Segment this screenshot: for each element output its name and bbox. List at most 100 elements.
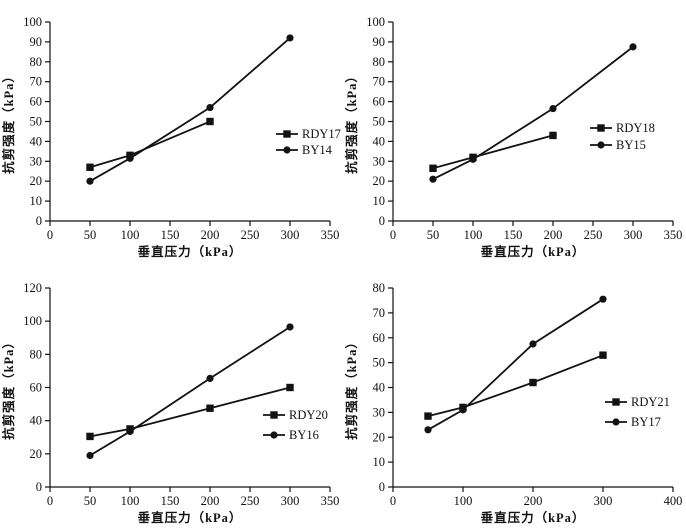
series-line-BY15 — [432, 46, 634, 181]
chart-panel-rdy17-by14: 0 10 20 30 40 50 60 70 80 90 100 0 50 100 150 200 250 300… — [0, 0, 343, 266]
y-tick-label: 20 — [30, 174, 43, 188]
data-point-RDY21-square-marker — [529, 378, 537, 387]
legend-label-RDY20: RDY20 — [289, 408, 328, 422]
legend-RDY18-square-marker — [597, 124, 605, 132]
x-tick-label: 400 — [664, 494, 683, 508]
y-tick-label: 100 — [366, 15, 385, 29]
series-line-RDY18 — [432, 134, 554, 170]
y-tick-label: 0 — [36, 480, 42, 494]
x-axis-title: 垂直压力（kPa） — [481, 244, 586, 259]
y-tick-label: 10 — [373, 194, 386, 208]
y-tick-label: 90 — [373, 35, 386, 49]
data-point-RDY20-square-marker — [86, 432, 94, 441]
y-tick-label: 40 — [373, 381, 386, 395]
y-tick-label: 10 — [30, 194, 43, 208]
x-axis-title: 垂直压力（kPa） — [138, 510, 243, 525]
x-tick-label: 150 — [161, 494, 180, 508]
plot-rdy18-by15: 0 10 20 30 40 50 60 70 80 90 100 0 50 100 150 200 250 300… — [344, 15, 682, 259]
x-tick-label: 100 — [121, 494, 140, 508]
x-tick-label: 300 — [594, 494, 613, 508]
y-tick-label: 70 — [373, 306, 386, 320]
data-point-RDY18-square-marker — [429, 164, 437, 172]
y-tick-label: 90 — [30, 35, 43, 49]
y-axis-title: 抗剪强度（kPa） — [344, 69, 359, 174]
data-point-RDY21-square-marker — [599, 351, 607, 359]
data-point-BY15-circle-marker — [629, 43, 637, 51]
data-point-BY14-circle-marker — [126, 154, 134, 162]
data-point-BY15-circle-marker — [429, 175, 437, 183]
legend-label-BY15: BY15 — [616, 138, 646, 152]
data-point-RDY17-square-marker — [86, 163, 94, 171]
legend-BY16-circle-marker — [270, 431, 278, 439]
y-tick-label: 80 — [30, 55, 43, 69]
x-tick-label: 250 — [584, 228, 603, 242]
y-tick-label: 60 — [373, 331, 386, 345]
y-tick-label: 70 — [373, 75, 386, 89]
x-tick-label: 0 — [390, 228, 396, 242]
y-tick-label: 120 — [23, 281, 42, 295]
data-point-BY14-circle-marker — [286, 34, 294, 42]
series-line-RDY17 — [89, 120, 211, 169]
legend-label-RDY17: RDY17 — [302, 127, 341, 141]
x-tick-label: 0 — [47, 228, 53, 242]
series-line-RDY20 — [89, 386, 291, 438]
x-tick-label: 100 — [454, 494, 473, 508]
legend-label-BY14: BY14 — [302, 143, 333, 157]
y-tick-label: 10 — [373, 455, 386, 469]
data-point-RDY20-square-marker — [206, 404, 214, 412]
y-tick-label: 0 — [36, 214, 42, 228]
data-point-BY17-circle-marker — [459, 406, 467, 414]
legend-label-BY16: BY16 — [289, 428, 319, 442]
data-point-BY15-circle-marker — [549, 104, 557, 113]
x-axis-title: 垂直压力（kPa） — [138, 244, 243, 259]
legend-label-RDY18: RDY18 — [616, 121, 655, 135]
series-line-BY14 — [89, 37, 291, 182]
y-tick-label: 50 — [373, 115, 386, 129]
plot-rdy17-by14: 0 10 20 30 40 50 60 70 80 90 100 0 50 100 150 200 250 300… — [1, 15, 341, 259]
y-tick-label: 60 — [373, 95, 386, 109]
series-line-BY16 — [89, 326, 291, 457]
y-axis-title: 抗剪强度（kPa） — [344, 335, 359, 440]
x-tick-label: 300 — [624, 228, 643, 242]
y-tick-label: 80 — [373, 55, 386, 69]
data-point-BY17-circle-marker — [424, 426, 432, 434]
x-axis-title: 垂直压力（kPa） — [481, 510, 586, 525]
legend-BY14-circle-marker — [283, 146, 291, 154]
y-tick-label: 30 — [373, 154, 386, 168]
data-point-BY14-circle-marker — [86, 177, 94, 185]
legend-RDY21-square-marker — [612, 398, 620, 406]
legend-RDY17-square-marker — [283, 130, 291, 138]
y-tick-label: 60 — [30, 381, 43, 395]
y-tick-label: 40 — [373, 134, 386, 148]
plot-rdy20-by16: 0 20 40 60 80 100 120 0 50 100 150 200 250 300 350 RDY2… — [1, 281, 340, 525]
legend-BY15-circle-marker — [597, 141, 605, 149]
x-tick-label: 350 — [321, 494, 340, 508]
legend-label-BY17: BY17 — [631, 415, 661, 429]
y-tick-label: 0 — [379, 480, 385, 494]
data-point-BY16-circle-marker — [206, 374, 214, 382]
x-tick-label: 300 — [281, 228, 300, 242]
data-point-RDY18-square-marker — [549, 131, 557, 140]
data-point-BY17-circle-marker — [529, 340, 537, 348]
y-tick-label: 30 — [373, 405, 386, 419]
x-tick-label: 50 — [84, 228, 97, 242]
data-point-BY16-circle-marker — [126, 427, 134, 436]
x-tick-label: 200 — [544, 228, 563, 242]
x-tick-label: 200 — [524, 494, 543, 508]
chart-panel-rdy20-by16: 0 20 40 60 80 100 120 0 50 100 150 200 250 300 350 RDY2… — [0, 266, 343, 532]
data-point-BY16-circle-marker — [286, 323, 294, 331]
y-tick-label: 40 — [30, 414, 43, 428]
data-point-BY17-circle-marker — [599, 295, 607, 303]
data-point-RDY20-square-marker — [286, 383, 294, 392]
chart-panel-rdy18-by15: 0 10 20 30 40 50 60 70 80 90 100 0 50 100 150 200 250 300… — [343, 0, 686, 266]
data-point-RDY21-square-marker — [424, 412, 432, 420]
data-point-BY14-circle-marker — [206, 103, 214, 112]
x-tick-label: 0 — [47, 494, 53, 508]
y-tick-label: 50 — [373, 356, 386, 370]
data-point-RDY17-square-marker — [206, 117, 214, 126]
x-tick-label: 250 — [241, 228, 260, 242]
y-tick-label: 70 — [30, 75, 43, 89]
y-tick-label: 40 — [30, 134, 43, 148]
x-tick-label: 150 — [161, 228, 180, 242]
